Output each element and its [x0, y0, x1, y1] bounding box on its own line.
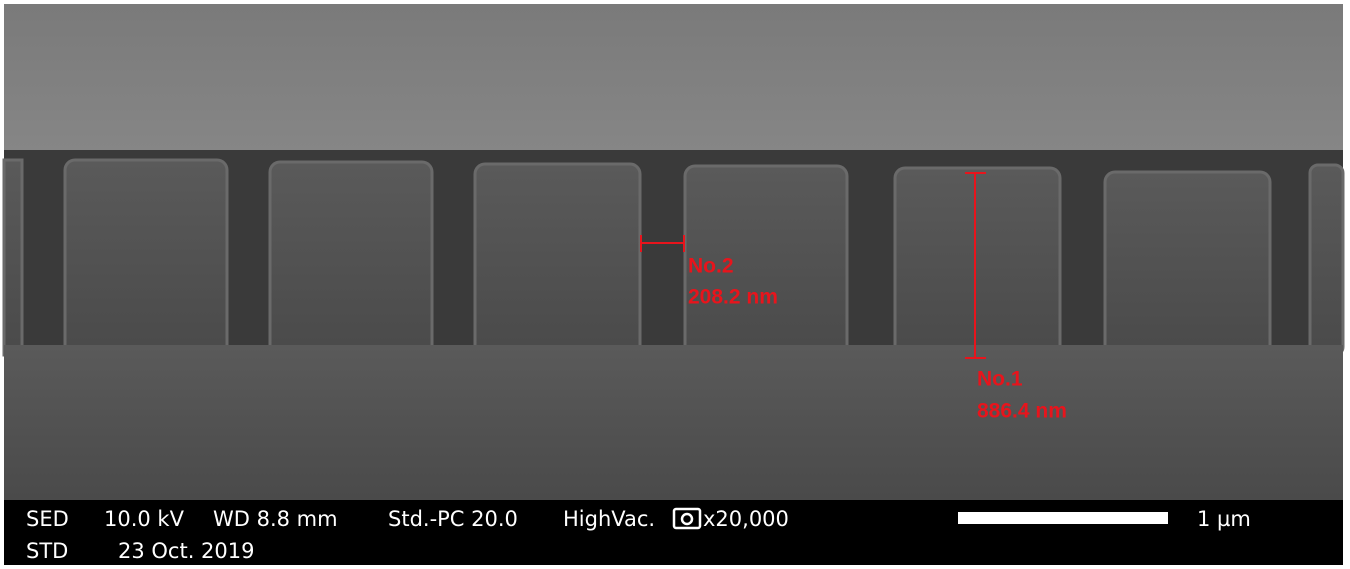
working-distance: WD 8.8 mm — [213, 507, 338, 531]
annotation-value: 208.2 nm — [688, 286, 778, 309]
date: 23 Oct. 2019 — [118, 539, 255, 563]
sem-image: No.2 208.2 nm No.1 886.4 nm SED 10.0 kV … — [0, 0, 1350, 569]
probe-current: Std.-PC 20.0 — [388, 507, 518, 531]
scale-bar — [958, 512, 1168, 524]
substrate — [4, 345, 1343, 500]
voltage: 10.0 kV — [104, 507, 185, 531]
detector: SED — [26, 507, 69, 531]
mode: STD — [26, 539, 68, 563]
magnification: x20,000 — [703, 507, 789, 531]
annotation-label: No.1 — [977, 368, 1023, 391]
annotation-label: No.2 — [688, 255, 734, 278]
page: No.2 208.2 nm No.1 886.4 nm SED 10.0 kV … — [0, 0, 1350, 569]
vacuum-mode: HighVac. — [563, 507, 655, 531]
scale-label: 1 µm — [1197, 507, 1251, 531]
annotation-value: 886.4 nm — [977, 400, 1067, 423]
